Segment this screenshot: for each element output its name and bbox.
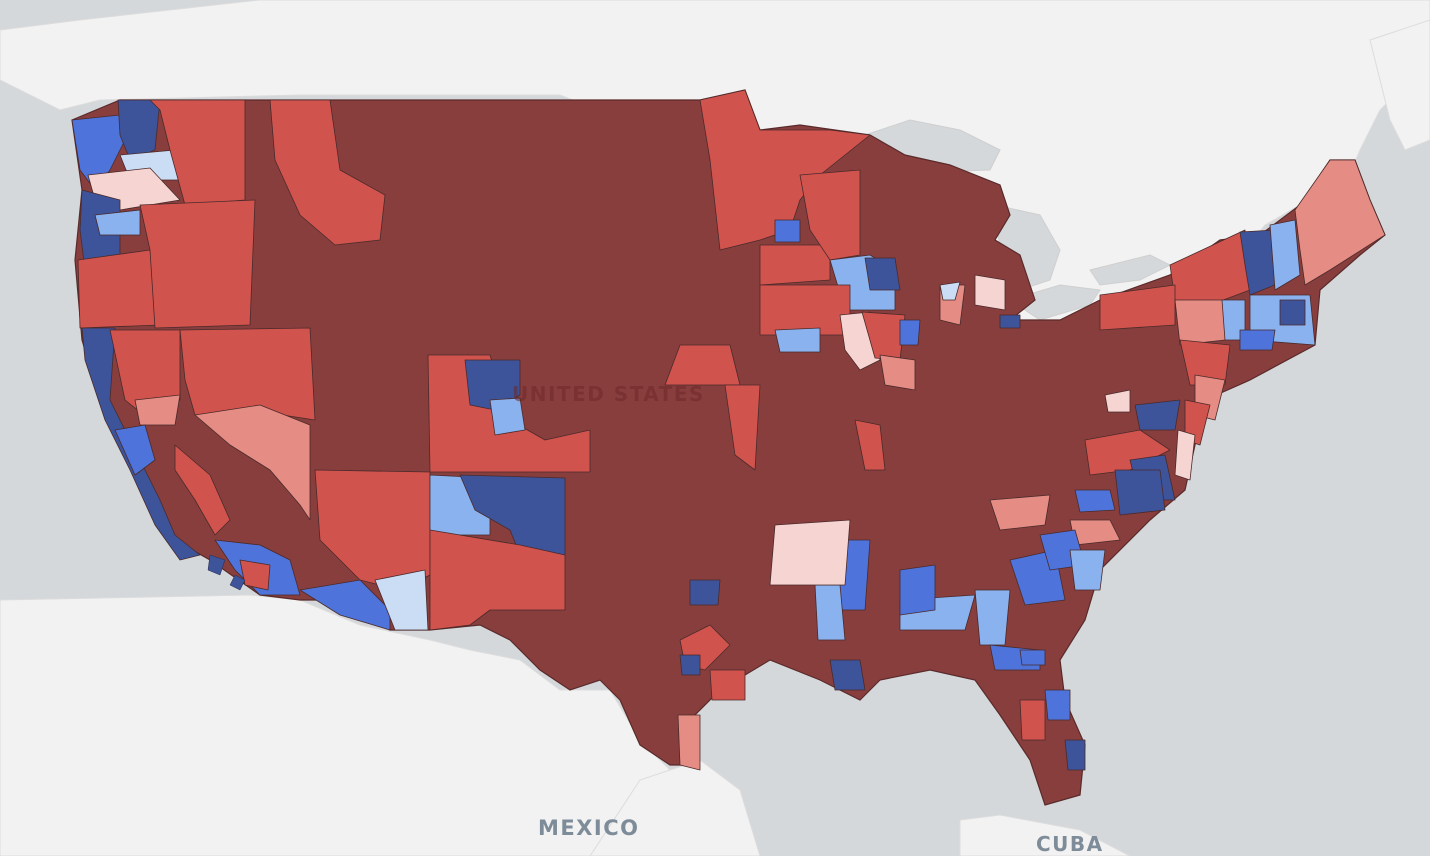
district-il-chicago	[899, 319, 921, 346]
district-ms-south	[814, 584, 846, 641]
district-nc-triangle	[1114, 469, 1166, 516]
district-nh	[1269, 219, 1301, 291]
district-il-central	[854, 419, 886, 471]
district-wi-madison	[864, 257, 901, 291]
district-pa-pitt	[1104, 389, 1131, 413]
district-ma-boston	[1279, 299, 1306, 326]
islands	[207, 554, 246, 591]
district-mi-traverse	[939, 281, 961, 301]
district-nm-south	[429, 529, 566, 631]
district-ct	[1239, 329, 1276, 351]
district-la-nola	[829, 659, 866, 691]
district-shapes	[71, 89, 1386, 771]
district-tx-coast	[677, 714, 701, 771]
district-ia-des-moines	[774, 327, 821, 353]
district-ca-norcoast	[81, 327, 201, 561]
district-me-south	[1294, 159, 1386, 286]
district-ga-south	[974, 589, 1011, 646]
district-mn-metro	[774, 219, 801, 243]
district-mi-lansing	[974, 274, 1006, 311]
district-sc	[1069, 549, 1106, 591]
district-mo-kc	[724, 384, 761, 471]
district-pa-east	[1179, 339, 1231, 386]
country-label-cuba: CUBA	[1036, 832, 1104, 856]
district-or-southwest	[77, 249, 161, 329]
district-md	[1134, 399, 1181, 431]
district-ia-east	[759, 284, 851, 336]
district-ca-riverside	[239, 559, 271, 591]
district-az-south	[299, 579, 391, 631]
district-tx-houston	[709, 669, 746, 701]
district-az-tucson	[374, 569, 429, 631]
district-nc-west	[989, 494, 1051, 531]
district-or-salem	[94, 209, 141, 236]
district-ca-central1	[174, 444, 231, 536]
district-id-north	[269, 99, 386, 246]
district-co-aurora	[489, 397, 526, 436]
district-tx-dallas	[689, 579, 721, 606]
district-ca-bay	[114, 424, 156, 476]
district-ar	[769, 519, 851, 586]
district-de	[1174, 429, 1196, 481]
district-nc-charlotte	[1074, 489, 1116, 513]
district-al-birmingham	[899, 564, 936, 616]
district-or-east	[139, 199, 256, 329]
district-nv-main	[179, 327, 316, 421]
country-label-mexico: MEXICO	[538, 816, 640, 840]
district-mn-south	[759, 244, 831, 286]
district-vt	[1239, 229, 1276, 296]
district-wi-west	[799, 169, 861, 261]
district-ca-sac	[134, 394, 181, 426]
country-label-united-states: UNITED STATES	[512, 382, 705, 406]
district-ny-west	[1099, 284, 1176, 331]
district-fl-jax	[1019, 649, 1046, 666]
district-ny-upstate	[1174, 299, 1231, 346]
district-fl-orlando	[1044, 689, 1071, 721]
district-fl-tampa	[1019, 699, 1046, 741]
district-nv-south	[194, 404, 311, 521]
district-mi-detroit	[999, 314, 1021, 329]
district-fl-miami	[1064, 739, 1086, 771]
district-in-north	[879, 354, 916, 391]
district-tx-austin	[679, 654, 701, 676]
